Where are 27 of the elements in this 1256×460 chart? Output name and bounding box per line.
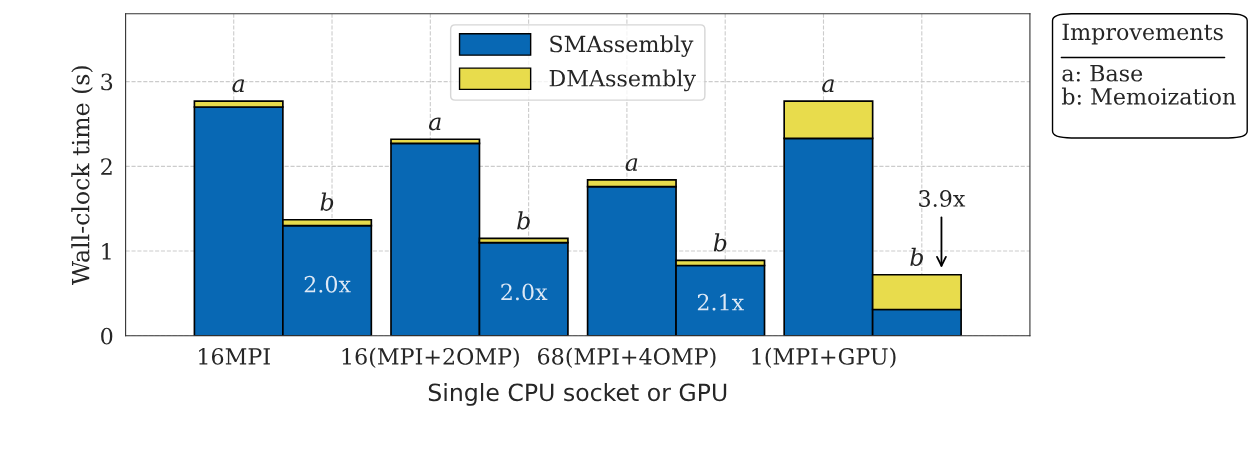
x-tick-label: 16MPI [199,348,270,365]
x-tick-label: 16(MPI+2OMP) [342,347,519,368]
data-label: a [428,117,441,131]
y-tick-label: 2 [101,158,112,175]
annotation: 3.9x [919,190,966,207]
y-axis-title: Wall-clock time (s) [71,66,93,286]
legend-label: SMAssembly [550,35,694,57]
x-tick-label: 68(MPI+4OMP) [538,347,716,368]
text: a: Base [1062,65,1143,82]
annotation: 2.0x [501,283,548,301]
text: Improvements [1062,23,1223,45]
data-label: b [320,192,334,211]
data-label: a [822,79,834,93]
data-label: a [625,158,638,172]
y-tick-label: 0 [101,327,113,345]
y-tick-label: 1 [102,243,111,260]
data-label: b [517,211,530,230]
annotation: 2.0x [304,275,351,293]
x-tick-label: 1(MPI+GPU) [752,347,896,368]
data-label: b [713,233,727,252]
legend-label: DMAssembly [549,69,696,92]
y-tick-label: 3 [101,73,113,91]
text: b: Memoization [1061,87,1236,105]
data-label: b [910,247,923,266]
annotation: 2.1x [697,293,744,311]
data-label: a [232,79,245,93]
x-axis-title: Single CPU socket or GPU [428,383,727,406]
